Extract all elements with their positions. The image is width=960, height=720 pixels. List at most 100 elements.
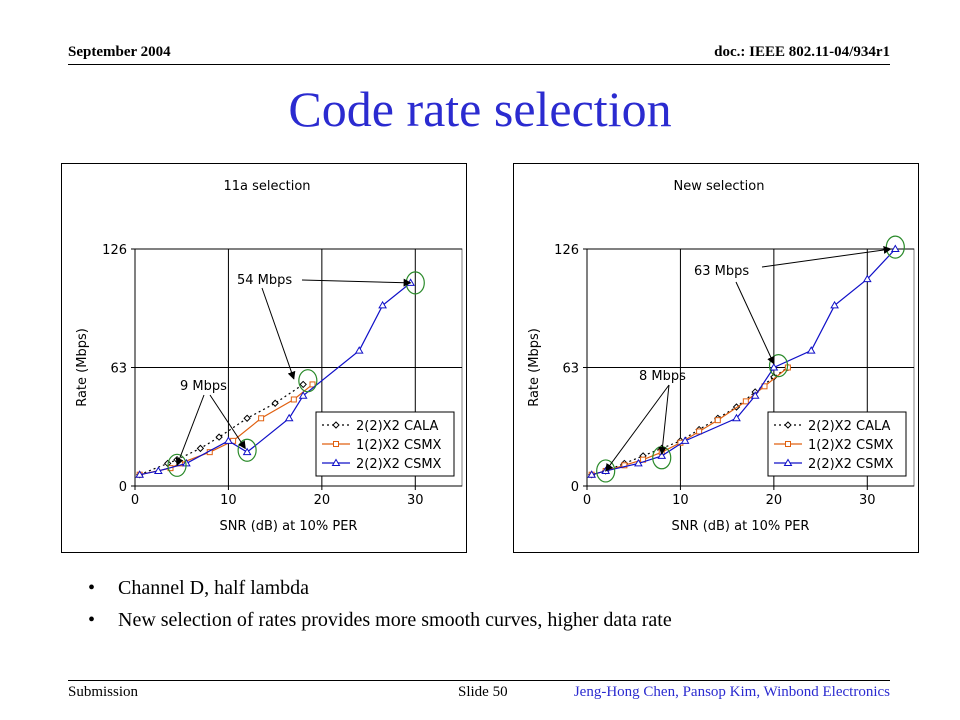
data-point xyxy=(224,436,233,444)
legend-marker xyxy=(783,458,793,466)
y-tick-label: 0 xyxy=(119,480,127,495)
data-point xyxy=(830,300,839,309)
x-tick-label: 20 xyxy=(766,493,783,508)
annotation-arrow xyxy=(209,394,246,450)
bullet-item: • Channel D, half lambda xyxy=(88,574,908,606)
legend-entry: 2(2)X2 CALA xyxy=(808,419,891,434)
legend-marker xyxy=(331,458,341,466)
annotation-arrow xyxy=(261,287,296,380)
y-tick-label: 0 xyxy=(571,480,579,495)
bullet-text: New selection of rates provides more smo… xyxy=(118,609,672,631)
header-date: September 2004 xyxy=(68,44,171,60)
x-tick-label: 20 xyxy=(314,493,331,508)
annotation-arrow xyxy=(658,384,670,456)
slide-footer: Submission Slide 50 Jeng-Hong Chen, Pans… xyxy=(68,684,890,704)
footer-authors: Jeng-Hong Chen, Pansop Kim, Winbond Elec… xyxy=(573,684,890,700)
data-point xyxy=(696,428,703,435)
header-doc-id: doc.: IEEE 802.11-04/934r1 xyxy=(714,44,890,60)
bullet-dot: • xyxy=(88,577,96,599)
data-point xyxy=(215,433,223,441)
data-point xyxy=(242,447,252,456)
data-point xyxy=(298,391,308,399)
annotation-label: 54 Mbps xyxy=(237,273,292,288)
data-point xyxy=(634,458,643,467)
series-line xyxy=(591,367,789,476)
footer-rule xyxy=(68,680,890,681)
chart-11a-svg: 11a selection 0 10 20 30 0 63 126 SNR (dB) at 10… xyxy=(75,179,463,534)
data-point xyxy=(290,396,297,403)
data-point xyxy=(243,414,251,422)
data-point xyxy=(621,462,628,469)
bullet-dot: • xyxy=(88,609,96,631)
legend-entry: 2(2)X2 CALA xyxy=(356,419,439,434)
annotation-arrow xyxy=(735,281,775,365)
header-rule xyxy=(68,64,890,65)
legend-marker xyxy=(785,441,791,447)
x-tick-label: 10 xyxy=(672,493,689,508)
bullet-text: Channel D, half lambda xyxy=(118,577,310,599)
highlight-circle xyxy=(237,438,257,462)
series-2 xyxy=(135,278,415,478)
y-tick-label: 126 xyxy=(554,243,579,258)
highlight-circle xyxy=(298,369,318,393)
data-point xyxy=(680,436,690,444)
x-tick-label: 0 xyxy=(131,493,139,508)
slide-header: September 2004 doc.: IEEE 802.11-04/934r… xyxy=(68,44,890,64)
legend-entry: 1(2)X2 CSMX xyxy=(356,438,442,453)
data-point xyxy=(354,346,364,354)
legend-entry: 2(2)X2 CSMX xyxy=(808,457,894,472)
highlight-circle xyxy=(596,459,616,483)
footer-slide-number: Slide 50 xyxy=(458,684,508,700)
bullet-item: • New selection of rates provides more s… xyxy=(88,606,908,638)
data-point xyxy=(196,444,205,453)
chart-title: 11a selection xyxy=(223,179,310,194)
legend-marker xyxy=(333,441,339,447)
x-tick-label: 0 xyxy=(583,493,591,508)
highlight-circle xyxy=(167,453,187,477)
data-point xyxy=(258,415,265,422)
x-tick-label: 30 xyxy=(407,493,424,508)
legend-marker xyxy=(332,421,340,429)
data-point xyxy=(135,470,145,478)
data-point xyxy=(657,451,667,459)
data-point xyxy=(587,470,597,478)
annotation-arrow xyxy=(761,246,892,268)
y-tick-label: 63 xyxy=(110,362,127,377)
x-tick-label: 10 xyxy=(220,493,237,508)
data-point xyxy=(890,244,900,252)
y-tick-label: 126 xyxy=(102,243,127,258)
bullet-list: • Channel D, half lambda • New selection… xyxy=(88,574,908,638)
data-point xyxy=(769,363,779,371)
data-point xyxy=(862,274,872,283)
data-point xyxy=(271,399,279,407)
data-point xyxy=(742,398,749,405)
y-axis-label: Rate (Mbps) xyxy=(75,328,90,407)
annotation-label: 9 Mbps xyxy=(180,379,227,394)
legend-entry: 2(2)X2 CSMX xyxy=(356,457,442,472)
x-axis-label: SNR (dB) at 10% PER xyxy=(220,519,358,534)
slide-title: Code rate selection xyxy=(288,81,672,137)
legend-entry: 1(2)X2 CSMX xyxy=(808,438,894,453)
data-point xyxy=(309,381,316,388)
chart-11a-selection: 11a selection 0 10 20 30 0 63 126 SNR (dB) at 10… xyxy=(61,163,467,553)
x-axis-label: SNR (dB) at 10% PER xyxy=(672,519,810,534)
data-point xyxy=(714,417,721,424)
x-tick-label: 30 xyxy=(859,493,876,508)
data-point xyxy=(750,391,760,399)
footer-submission: Submission xyxy=(68,684,139,700)
annotation-label: 63 Mbps xyxy=(694,264,749,279)
data-point xyxy=(299,380,307,389)
y-tick-label: 63 xyxy=(562,362,579,377)
annotation-label: 8 Mbps xyxy=(639,369,686,384)
data-point xyxy=(153,466,163,474)
data-point xyxy=(732,413,741,422)
data-point xyxy=(284,413,294,422)
chart-new-selection: New selection 0 10 20 30 0 63 126 SNR (dB) at 10… xyxy=(513,163,919,553)
highlight-circle xyxy=(768,354,789,378)
series-line xyxy=(139,282,411,476)
chart-new-svg: New selection 0 10 20 30 0 63 126 SNR (dB) at 10… xyxy=(527,179,915,534)
annotation-arrow xyxy=(605,384,670,472)
chart-title: New selection xyxy=(674,179,765,194)
series-0 xyxy=(135,380,307,479)
data-point xyxy=(806,346,816,354)
